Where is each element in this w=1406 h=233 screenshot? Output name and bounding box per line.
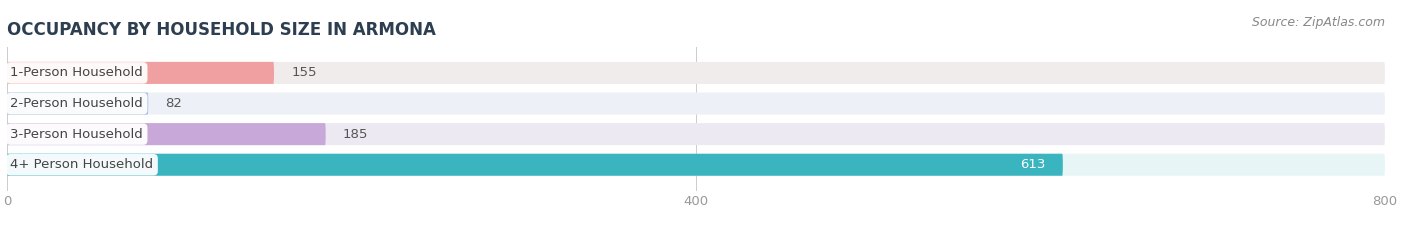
Text: 2-Person Household: 2-Person Household: [10, 97, 143, 110]
Text: Source: ZipAtlas.com: Source: ZipAtlas.com: [1251, 16, 1385, 29]
Text: 1-Person Household: 1-Person Household: [10, 66, 143, 79]
FancyBboxPatch shape: [7, 154, 1385, 176]
FancyBboxPatch shape: [7, 154, 1063, 176]
FancyBboxPatch shape: [7, 62, 1385, 84]
FancyBboxPatch shape: [7, 93, 1385, 115]
FancyBboxPatch shape: [7, 62, 274, 84]
Text: OCCUPANCY BY HOUSEHOLD SIZE IN ARMONA: OCCUPANCY BY HOUSEHOLD SIZE IN ARMONA: [7, 21, 436, 39]
FancyBboxPatch shape: [7, 93, 148, 115]
Text: 82: 82: [166, 97, 183, 110]
Text: 4+ Person Household: 4+ Person Household: [10, 158, 153, 171]
Text: 185: 185: [343, 128, 368, 141]
FancyBboxPatch shape: [7, 123, 326, 145]
Text: 3-Person Household: 3-Person Household: [10, 128, 143, 141]
Text: 155: 155: [291, 66, 316, 79]
Text: 613: 613: [1021, 158, 1046, 171]
FancyBboxPatch shape: [7, 123, 1385, 145]
